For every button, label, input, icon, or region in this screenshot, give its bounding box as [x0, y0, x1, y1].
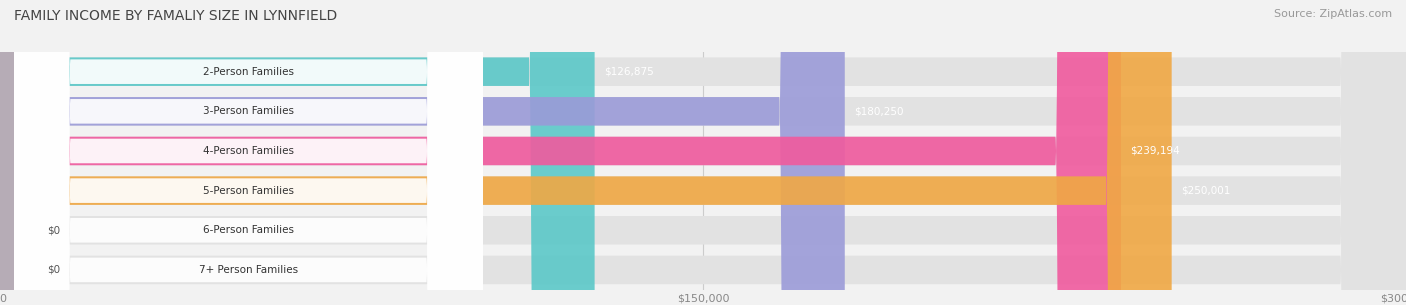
FancyBboxPatch shape	[0, 0, 595, 305]
FancyBboxPatch shape	[14, 0, 482, 305]
Text: $180,250: $180,250	[853, 106, 904, 116]
FancyBboxPatch shape	[14, 0, 482, 305]
FancyBboxPatch shape	[14, 0, 482, 305]
Text: 5-Person Families: 5-Person Families	[202, 186, 294, 196]
Text: $250,001: $250,001	[1181, 186, 1230, 196]
FancyBboxPatch shape	[0, 0, 28, 305]
FancyBboxPatch shape	[0, 0, 28, 305]
Text: FAMILY INCOME BY FAMALIY SIZE IN LYNNFIELD: FAMILY INCOME BY FAMALIY SIZE IN LYNNFIE…	[14, 9, 337, 23]
Text: $0: $0	[46, 265, 60, 275]
FancyBboxPatch shape	[0, 0, 1121, 305]
Text: 2-Person Families: 2-Person Families	[202, 67, 294, 77]
Text: 3-Person Families: 3-Person Families	[202, 106, 294, 116]
FancyBboxPatch shape	[14, 0, 482, 305]
FancyBboxPatch shape	[14, 0, 482, 305]
Text: Source: ZipAtlas.com: Source: ZipAtlas.com	[1274, 9, 1392, 19]
Text: $239,194: $239,194	[1130, 146, 1180, 156]
Text: 7+ Person Families: 7+ Person Families	[198, 265, 298, 275]
Text: 6-Person Families: 6-Person Families	[202, 225, 294, 235]
Text: 4-Person Families: 4-Person Families	[202, 146, 294, 156]
FancyBboxPatch shape	[0, 0, 845, 305]
Text: $0: $0	[46, 225, 60, 235]
FancyBboxPatch shape	[0, 0, 1171, 305]
FancyBboxPatch shape	[14, 0, 482, 305]
Text: $126,875: $126,875	[605, 67, 654, 77]
